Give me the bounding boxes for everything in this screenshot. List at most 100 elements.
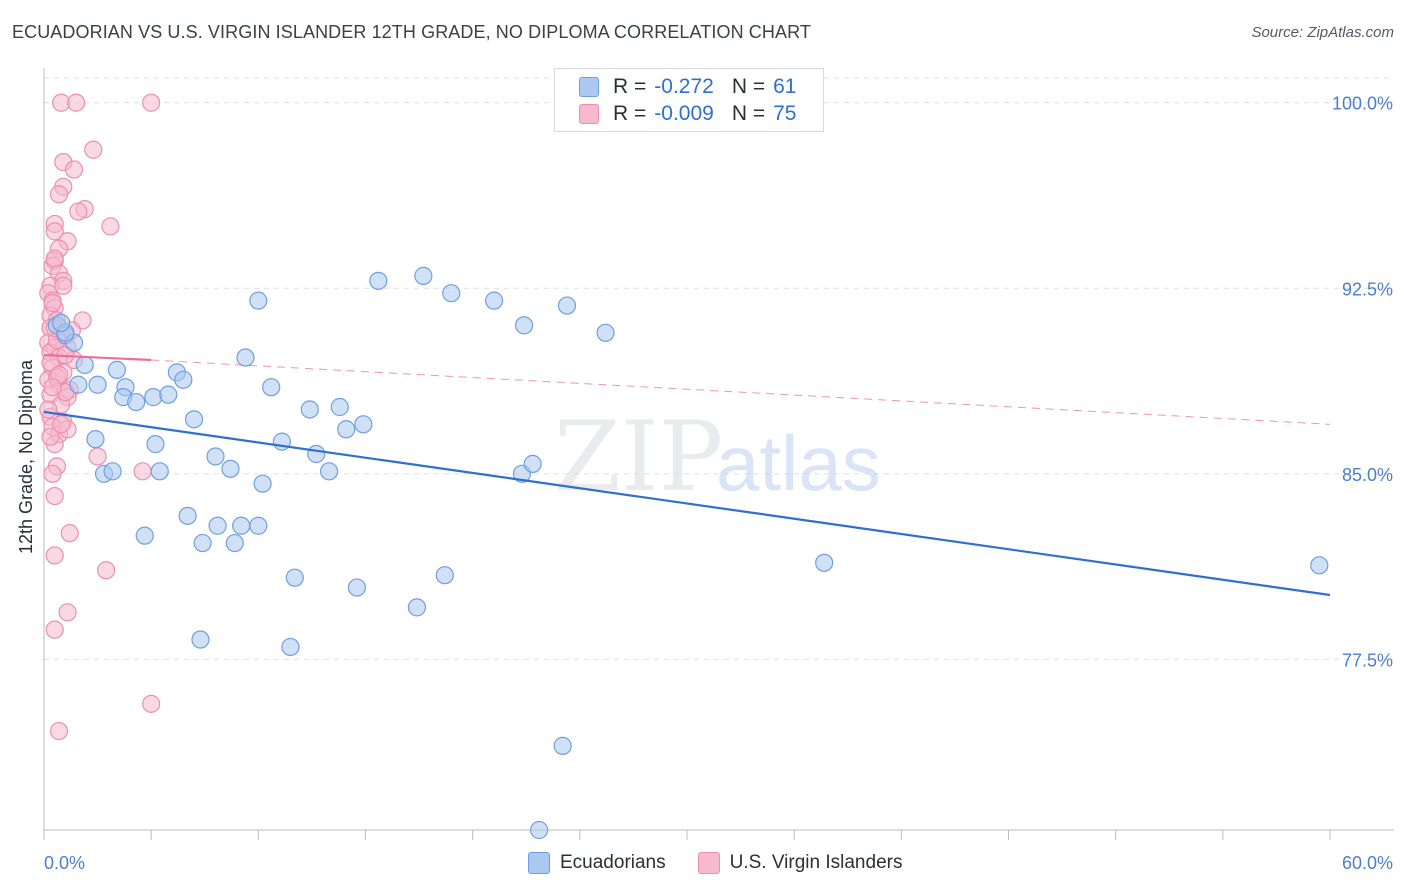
ecuadorian-point: [285, 568, 304, 587]
ecuadorian-point: [319, 462, 339, 481]
watermark-atlas: atlas: [716, 419, 881, 507]
ecuadorian-point: [225, 533, 244, 553]
watermark-zip: ZIP: [554, 401, 723, 513]
y-tick-label: 100.0%: [1332, 94, 1393, 114]
y-tick-label: 85.0%: [1342, 465, 1393, 485]
ecuadorian-point: [178, 506, 197, 525]
blue-swatch: [528, 852, 550, 874]
ecuadorian-point: [174, 370, 193, 389]
virgin-islander-point: [45, 620, 64, 639]
ecuadorian-point: [435, 566, 454, 585]
virgin-islander-point: [41, 427, 60, 446]
ecuadorian-point: [369, 271, 388, 290]
ecuadorian-point: [206, 447, 225, 466]
n-label: N =: [731, 75, 766, 98]
virgin-islander-point: [49, 721, 69, 741]
chart-title: ECUADORIAN VS U.S. VIRGIN ISLANDER 12TH …: [12, 22, 811, 42]
ecuadorian-point: [208, 516, 227, 535]
ecuadorian-point: [442, 284, 461, 303]
virgin-islander-point: [43, 378, 62, 397]
virgin-islander-point: [60, 524, 79, 543]
ecuadorian-point: [1310, 556, 1329, 575]
ecuadorian-point: [150, 462, 169, 481]
ecuadorian-point: [144, 388, 163, 407]
ecuadorian-point: [281, 637, 300, 657]
legend-label: Ecuadorians: [560, 852, 666, 873]
ecuadorian-point: [337, 420, 356, 439]
ecuadorian-point: [515, 316, 534, 335]
ecuadorian-point: [253, 474, 272, 493]
virgin-islander-point: [97, 561, 116, 580]
virgin-islander-point: [88, 447, 107, 466]
ecuadorian-point: [307, 444, 326, 464]
ecuadorian-point: [232, 516, 251, 535]
virgin-islanders-trendline: [43, 353, 152, 362]
ecuadorian-point: [75, 355, 94, 375]
stats-legend: R = -0.272 N = 61 R = -0.009 N = 75: [554, 68, 824, 132]
ecuadorian-point: [135, 526, 154, 545]
ecuadorian-point: [557, 296, 577, 315]
r-value: -0.009: [654, 102, 714, 125]
virgin-islander-point: [45, 546, 64, 565]
ecuadorian-point: [193, 533, 212, 553]
ecuadorians-points: [47, 266, 1329, 840]
x-tick-label: 60.0%: [1342, 853, 1393, 873]
ecuadorian-point: [127, 392, 146, 412]
n-value: 61: [773, 75, 797, 98]
ecuadorian-point: [530, 820, 549, 840]
ecuadorian-point: [221, 459, 240, 478]
ecuadorian-point: [553, 736, 572, 755]
trend-lines: [43, 353, 1331, 597]
ecuadorian-point: [300, 400, 319, 419]
series-legend: Ecuadorians U.S. Virgin Islanders: [528, 852, 934, 874]
virgin-islander-point: [142, 694, 161, 713]
ecuadorian-point: [184, 410, 204, 429]
virgin-islander-point: [45, 222, 64, 241]
virgin-islander-point: [43, 294, 62, 313]
virgin-islander-point: [64, 160, 84, 179]
virgin-islander-point: [84, 140, 103, 159]
y-tick-label: 92.5%: [1342, 279, 1393, 299]
pink-swatch: [579, 104, 599, 124]
ecuadorian-point: [485, 291, 504, 310]
grid-layer: [44, 77, 1394, 660]
legend-item-ecuadorians[interactable]: Ecuadorians: [528, 852, 666, 874]
virgin-islander-point: [45, 486, 64, 506]
source-label: Source: ZipAtlas.com: [1251, 24, 1394, 41]
ecuadorian-point: [330, 397, 349, 417]
virgin-islander-point: [54, 276, 73, 295]
r-value: -0.272: [654, 75, 714, 98]
ecuadorian-point: [354, 415, 373, 434]
virgin-islander-point: [142, 93, 161, 112]
ecuadorian-point: [249, 291, 268, 310]
y-axis-label: 12th Grade, No Diploma: [16, 359, 36, 554]
x-tick-label: 0.0%: [44, 853, 85, 873]
ecuadorian-point: [159, 385, 178, 404]
virgin-islander-point: [101, 217, 120, 236]
virgin-islander-point: [52, 415, 71, 434]
ecuadorian-point: [414, 266, 433, 285]
ecuadorian-point: [249, 516, 268, 535]
watermark: ZIP atlas: [554, 401, 881, 513]
tick-labels: 77.5% 85.0% 92.5% 100.0% 0.0% 60.0%: [44, 94, 1393, 873]
ecuadorian-point: [107, 360, 126, 379]
legend-item-virgin-islanders[interactable]: U.S. Virgin Islanders: [697, 852, 903, 874]
n-value: 75: [773, 102, 797, 125]
ecuadorian-point: [815, 553, 834, 572]
r-label: R =: [613, 75, 647, 98]
ecuadorian-point: [407, 598, 427, 617]
ecuadorians-trendline: [43, 410, 1331, 597]
virgin-islander-point: [67, 93, 86, 112]
ecuadorian-point: [52, 313, 71, 332]
axis-layer: [43, 68, 1394, 840]
us-virgin-islanders-points: [39, 93, 161, 741]
r-label: R =: [613, 102, 647, 125]
n-label: N =: [731, 102, 766, 125]
virgin-islander-point: [58, 603, 77, 622]
legend-label: U.S. Virgin Islanders: [729, 852, 903, 873]
virgin-islander-point: [49, 185, 69, 204]
ecuadorian-point: [103, 462, 122, 481]
stats-row-virgin-islanders: R = -0.009 N = 75: [579, 101, 796, 127]
stats-row-ecuadorians: R = -0.272 N = 61: [579, 74, 796, 100]
